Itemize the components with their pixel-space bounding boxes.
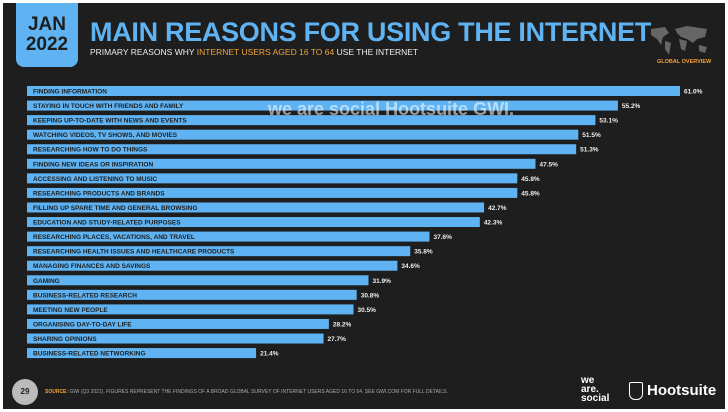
region-label: GLOBAL OVERVIEW (657, 59, 712, 65)
hootsuite-logo: Hootsuite (629, 382, 716, 401)
bar (27, 158, 536, 169)
category-label: FINDING NEW IDEAS OR INSPIRATION (33, 161, 153, 168)
bar (27, 217, 480, 228)
category-label: MEETING NEW PEOPLE (33, 307, 108, 314)
category-label: BUSINESS-RELATED NETWORKING (33, 351, 146, 358)
value-label: 27.7% (328, 336, 347, 343)
bar (27, 115, 596, 126)
value-label: 30.5% (358, 307, 377, 314)
subtitle: PRIMARY REASONS WHY INTERNET USERS AGED … (90, 47, 419, 57)
slide: JAN 2022 MAIN REASONS FOR USING THE INTE… (3, 3, 725, 409)
footer: 29 SOURCE: GWI (Q3 2021). FIGURES REPRES… (3, 373, 725, 409)
bar (27, 187, 518, 198)
category-label: RESEARCHING PLACES, VACATIONS, AND TRAVE… (33, 234, 195, 241)
category-label: RESEARCHING HOW TO DO THINGS (33, 147, 148, 154)
bar (27, 275, 369, 286)
month: JAN (27, 14, 66, 35)
bar (27, 129, 579, 140)
bar (27, 86, 680, 96)
category-label: RESEARCHING HEALTH ISSUES AND HEALTHCARE… (33, 249, 235, 256)
bar (27, 260, 398, 271)
date-badge: JAN 2022 (16, 3, 78, 67)
bar (27, 348, 257, 359)
value-label: 34.6% (401, 263, 420, 270)
page-title: MAIN REASONS FOR USING THE INTERNET (90, 17, 652, 47)
bar-chart: FINDING INFORMATION 61.0% STAYING IN TOUCH… (27, 86, 703, 359)
category-label: KEEPING UP-TO-DATE WITH NEWS AND EVENTS (33, 118, 187, 125)
bar (27, 246, 411, 257)
bar (27, 173, 518, 184)
value-label: 45.8% (521, 176, 540, 183)
year: 2022 (25, 34, 69, 55)
world-map-icon (651, 26, 707, 55)
source-note: SOURCE: GWI (Q3 2021). FIGURES REPRESENT… (45, 389, 448, 395)
category-label: STAYING IN TOUCH WITH FRIENDS AND FAMILY (33, 103, 184, 110)
value-label: 47.5% (539, 161, 558, 168)
value-label: 21.4% (260, 351, 279, 358)
value-label: 53.1% (599, 118, 618, 125)
value-label: 42.7% (488, 205, 507, 212)
value-label: 51.5% (582, 132, 601, 139)
value-label: 42.3% (484, 220, 503, 227)
value-label: 35.8% (414, 249, 433, 256)
value-label: 55.2% (622, 103, 641, 110)
category-label: FILLING UP SPARE TIME AND GENERAL BROWSI… (33, 205, 197, 212)
category-label: GAMING (33, 278, 60, 285)
bar (27, 100, 618, 111)
value-label: 61.0% (684, 89, 703, 96)
value-label: 31.9% (372, 278, 391, 285)
we-are-social-logo: we are. social (581, 375, 610, 404)
value-label: 30.8% (361, 292, 380, 299)
bar (27, 333, 324, 344)
bar (27, 231, 430, 242)
page-number: 29 (12, 379, 38, 405)
category-label: WATCHING VIDEOS, TV SHOWS, AND MOVIES (33, 132, 178, 139)
category-label: ACCESSING AND LISTENING TO MUSIC (33, 176, 158, 183)
bar (27, 289, 357, 300)
category-label: RESEARCHING PRODUCTS AND BRANDS (33, 190, 165, 197)
value-label: 51.3% (580, 147, 599, 154)
value-label: 45.8% (521, 190, 540, 197)
category-label: MANAGING FINANCES AND SAVINGS (33, 263, 151, 270)
category-label: BUSINESS-RELATED RESEARCH (33, 292, 137, 299)
bar (27, 144, 577, 155)
bar (27, 304, 354, 315)
category-label: FINDING INFORMATION (33, 89, 107, 96)
bar (27, 202, 485, 213)
category-label: ORGANISING DAY-TO-DAY LIFE (33, 321, 132, 328)
value-label: 37.6% (434, 234, 453, 241)
category-label: SHARING OPINIONS (33, 336, 97, 343)
category-label: EDUCATION AND STUDY-RELATED PURPOSES (33, 220, 181, 227)
bar (27, 318, 329, 329)
value-label: 28.2% (333, 321, 352, 328)
owl-icon (629, 382, 643, 401)
